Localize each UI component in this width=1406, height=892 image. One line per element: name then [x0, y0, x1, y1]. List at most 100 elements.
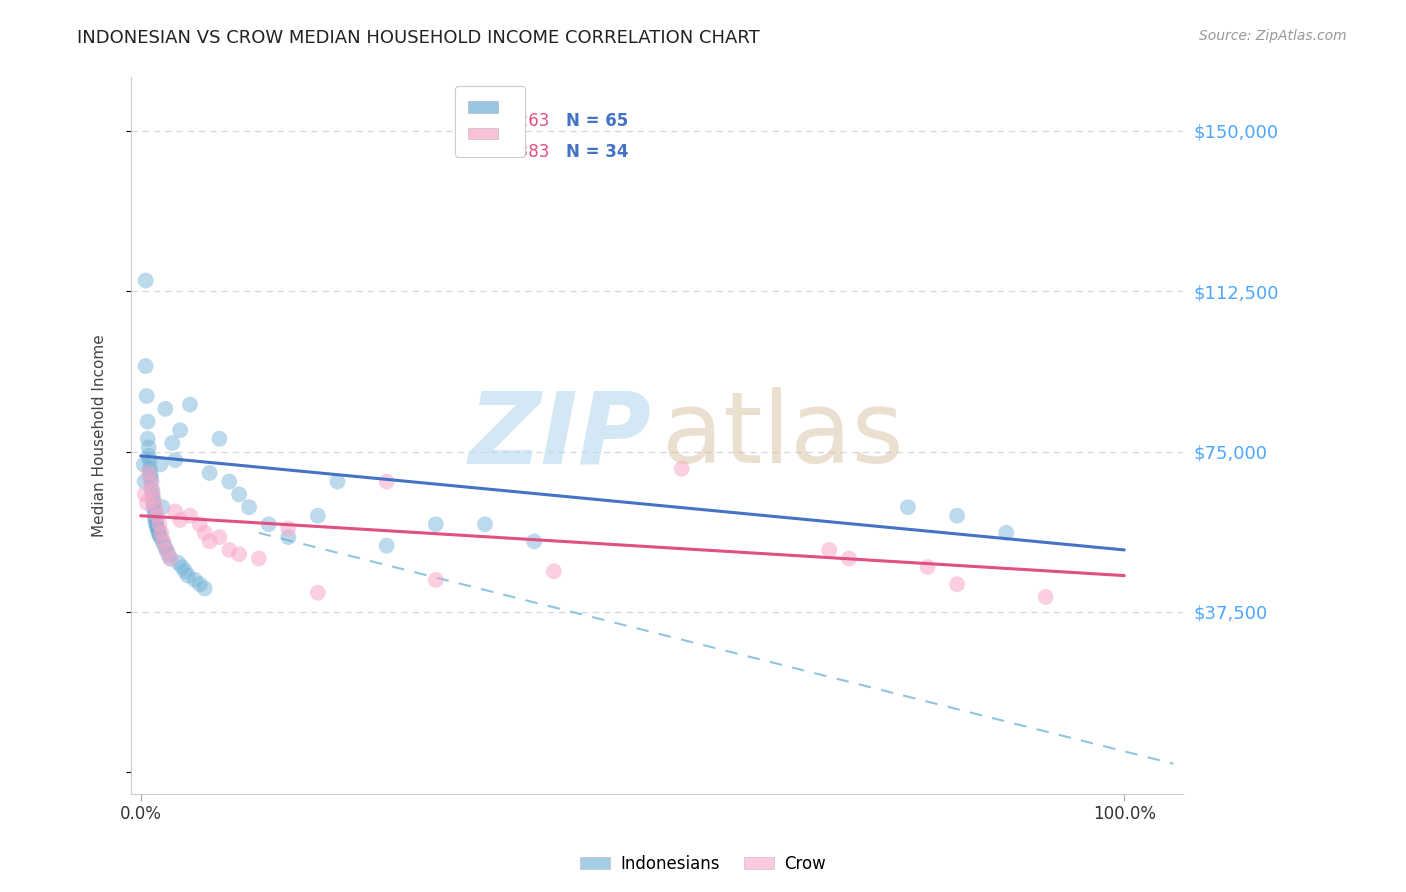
Point	[148, 528, 170, 542]
Point	[159, 551, 181, 566]
Point	[148, 517, 170, 532]
Point	[1035, 590, 1057, 604]
Point	[818, 543, 841, 558]
Point	[152, 534, 174, 549]
Point	[277, 530, 299, 544]
Point	[995, 525, 1018, 540]
Point	[146, 522, 169, 536]
Point	[946, 577, 969, 591]
Point	[148, 524, 170, 538]
Point	[146, 508, 169, 523]
Point	[149, 530, 172, 544]
Point	[474, 517, 496, 532]
Point	[141, 483, 163, 497]
Text: ZIP: ZIP	[468, 387, 652, 484]
Point	[523, 534, 546, 549]
Point	[157, 547, 180, 561]
Point	[307, 585, 329, 599]
Point	[247, 551, 270, 566]
Point	[169, 423, 191, 437]
Text: R = -0.383: R = -0.383	[460, 144, 550, 161]
Point	[326, 475, 349, 489]
Point	[838, 551, 860, 566]
Point	[143, 508, 166, 523]
Text: N = 65: N = 65	[565, 112, 628, 130]
Point	[142, 491, 165, 506]
Point	[138, 440, 160, 454]
Point	[257, 517, 280, 532]
Point	[165, 453, 187, 467]
Point	[198, 534, 221, 549]
Point	[142, 491, 165, 506]
Text: R = -0.263: R = -0.263	[460, 112, 550, 130]
Legend: Indonesians, Crow: Indonesians, Crow	[574, 848, 832, 880]
Point	[228, 487, 250, 501]
Point	[425, 517, 447, 532]
Point	[159, 551, 181, 566]
Point	[179, 398, 201, 412]
Point	[135, 359, 157, 373]
Point	[142, 487, 165, 501]
Point	[208, 432, 231, 446]
Point	[155, 401, 177, 416]
Text: Source: ZipAtlas.com: Source: ZipAtlas.com	[1199, 29, 1347, 43]
Text: INDONESIAN VS CROW MEDIAN HOUSEHOLD INCOME CORRELATION CHART: INDONESIAN VS CROW MEDIAN HOUSEHOLD INCO…	[77, 29, 761, 46]
Point	[139, 466, 162, 480]
Point	[148, 525, 170, 540]
Point	[135, 274, 157, 288]
Point	[184, 573, 207, 587]
Point	[897, 500, 920, 515]
Point	[132, 458, 155, 472]
Point	[179, 508, 201, 523]
Point	[142, 500, 165, 515]
Point	[138, 453, 160, 467]
Point	[543, 564, 565, 578]
Point	[141, 475, 163, 489]
Legend: , : ,	[456, 86, 524, 157]
Point	[946, 508, 969, 523]
Point	[143, 504, 166, 518]
Point	[145, 515, 167, 529]
Point	[188, 577, 211, 591]
Point	[277, 522, 299, 536]
Point	[135, 389, 157, 403]
Point	[162, 436, 184, 450]
Point	[136, 432, 159, 446]
Point	[136, 415, 159, 429]
Text: N = 34: N = 34	[565, 144, 628, 161]
Point	[135, 496, 157, 510]
Point	[194, 525, 217, 540]
Point	[198, 466, 221, 480]
Text: atlas: atlas	[662, 387, 904, 484]
Point	[188, 517, 211, 532]
Point	[218, 475, 240, 489]
Point	[167, 556, 190, 570]
Point	[218, 543, 240, 558]
Point	[153, 539, 176, 553]
Point	[425, 573, 447, 587]
Point	[138, 466, 160, 480]
Point	[169, 513, 191, 527]
Point	[145, 519, 167, 533]
Point	[149, 458, 172, 472]
Point	[152, 500, 174, 515]
Point	[152, 534, 174, 549]
Point	[142, 483, 165, 497]
Point	[134, 475, 156, 489]
Point	[139, 475, 162, 489]
Point	[142, 496, 165, 510]
Point	[138, 449, 160, 463]
Point	[145, 513, 167, 527]
Point	[165, 504, 187, 518]
Point	[307, 508, 329, 523]
Point	[134, 487, 156, 501]
Point	[150, 525, 173, 540]
Point	[917, 560, 939, 574]
Point	[155, 543, 177, 558]
Point	[155, 543, 177, 558]
Point	[145, 500, 167, 515]
Point	[375, 539, 398, 553]
Point	[174, 564, 197, 578]
Point	[138, 461, 160, 475]
Point	[194, 582, 217, 596]
